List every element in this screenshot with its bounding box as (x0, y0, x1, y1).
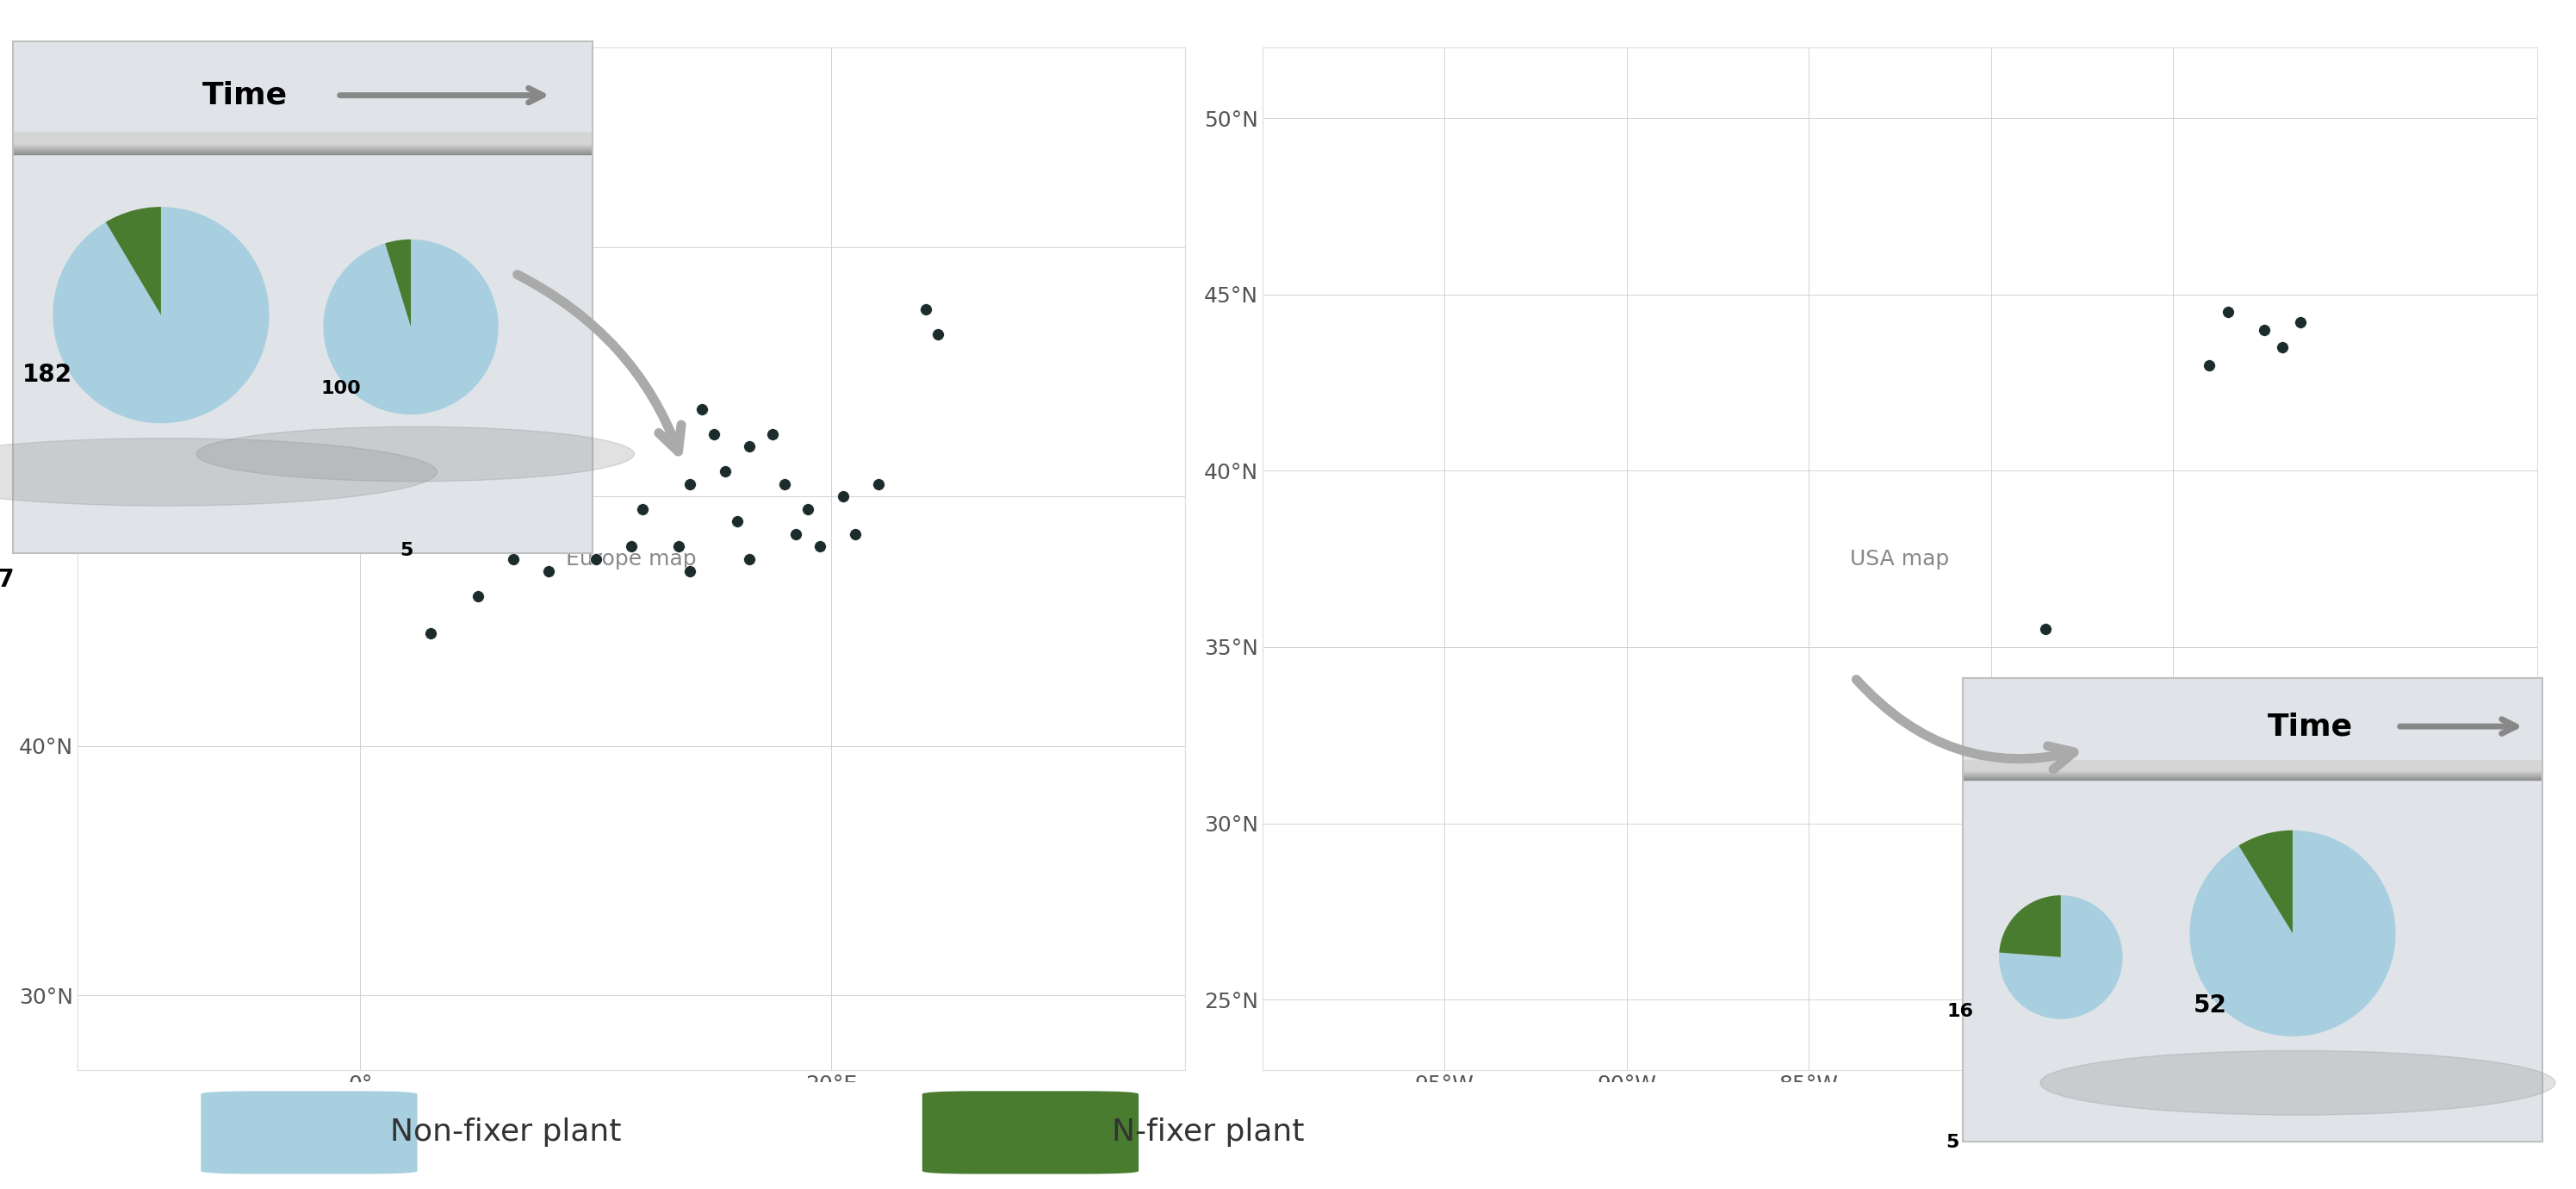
Bar (1963, 763, 2543, 773)
Wedge shape (384, 239, 412, 327)
Text: 5: 5 (1945, 1134, 1960, 1151)
Bar (1963, 760, 2543, 770)
Wedge shape (106, 207, 162, 315)
Ellipse shape (196, 427, 634, 482)
Bar (1963, 678, 2543, 780)
Bar (1963, 769, 2543, 780)
Text: Non-fixer plant: Non-fixer plant (389, 1118, 621, 1147)
Bar (1963, 760, 2543, 770)
Text: 16: 16 (1947, 1002, 1973, 1020)
Wedge shape (325, 239, 497, 415)
Bar (1963, 762, 2543, 772)
Bar (13, 137, 592, 147)
Wedge shape (2190, 830, 2396, 1037)
Bar (13, 134, 592, 145)
Bar (13, 139, 592, 151)
Text: 17: 17 (0, 568, 15, 592)
Bar (13, 139, 592, 150)
Bar (1963, 765, 2543, 774)
Text: 5: 5 (399, 542, 412, 559)
Wedge shape (1999, 895, 2061, 957)
Bar (13, 143, 592, 153)
Wedge shape (2239, 830, 2293, 933)
Text: Time: Time (2267, 712, 2354, 741)
Bar (1963, 767, 2543, 778)
Bar (13, 141, 592, 152)
Bar (1963, 767, 2543, 776)
Bar (1963, 765, 2543, 775)
Bar (13, 133, 592, 144)
Text: 182: 182 (23, 363, 72, 386)
Bar (13, 42, 592, 155)
Bar (13, 134, 592, 146)
Text: N-fixer plant: N-fixer plant (1110, 1118, 1303, 1147)
Text: 52: 52 (2195, 994, 2226, 1018)
FancyBboxPatch shape (922, 1092, 1139, 1174)
Bar (13, 132, 592, 144)
Bar (1963, 763, 2543, 774)
Bar (1963, 761, 2543, 772)
Bar (13, 138, 592, 149)
Bar (1963, 768, 2543, 779)
Bar (13, 136, 592, 147)
Bar (13, 133, 592, 145)
Text: USA map: USA map (1850, 548, 1950, 570)
Ellipse shape (0, 439, 438, 505)
Wedge shape (54, 207, 268, 423)
Bar (1963, 765, 2543, 775)
Bar (13, 140, 592, 152)
Bar (13, 137, 592, 149)
Bar (1963, 762, 2543, 773)
Text: 100: 100 (319, 379, 361, 397)
Text: Europe map: Europe map (567, 548, 696, 570)
Text: Time: Time (201, 81, 289, 109)
FancyBboxPatch shape (201, 1092, 417, 1174)
Bar (1963, 766, 2543, 776)
Bar (13, 140, 592, 151)
Bar (1963, 768, 2543, 778)
Bar (13, 141, 592, 153)
Bar (13, 136, 592, 146)
Bar (13, 143, 592, 155)
Bar (1963, 761, 2543, 772)
Bar (13, 136, 592, 146)
Bar (1963, 768, 2543, 779)
Bar (1963, 769, 2543, 779)
Ellipse shape (2040, 1051, 2555, 1115)
Wedge shape (1999, 895, 2123, 1019)
Bar (1963, 766, 2543, 775)
Bar (13, 138, 592, 150)
